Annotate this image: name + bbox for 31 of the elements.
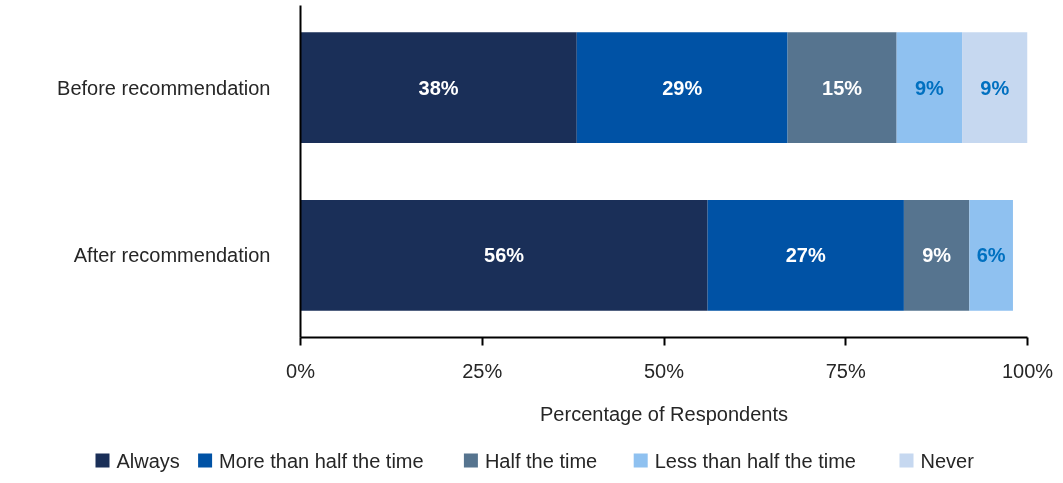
data-label: 29%	[662, 76, 703, 99]
data-label: 27%	[785, 244, 826, 267]
legend-label: Never	[920, 449, 975, 472]
x-tick-label: 75%	[825, 359, 866, 382]
x-tick-label: 0%	[286, 359, 316, 382]
bar	[787, 32, 897, 143]
bar	[962, 32, 1028, 143]
y-tick-label: After recommendation	[73, 244, 271, 267]
x-tick-label: 25%	[462, 359, 503, 382]
bar	[576, 32, 788, 143]
bar	[300, 200, 708, 311]
x-tick-label: 100%	[1001, 359, 1054, 382]
data-label: 9%	[914, 76, 945, 99]
data-label: 9%	[922, 244, 952, 267]
legend-label: More than half the time	[219, 449, 424, 472]
bar	[969, 200, 1013, 311]
bar	[903, 200, 970, 311]
legend-label: Less than half the time	[654, 449, 856, 472]
bar	[896, 32, 963, 143]
x-tick-label: 50%	[643, 359, 685, 382]
data-label: 6%	[976, 244, 1006, 267]
x-axis-title: Percentage of Respondents	[540, 402, 788, 425]
bar	[707, 200, 904, 311]
data-label: 15%	[822, 76, 863, 99]
data-label: 9%	[980, 76, 1010, 99]
y-tick-label: Before recommendation	[57, 76, 271, 99]
legend-label: Half the time	[484, 449, 598, 472]
data-label: 38%	[418, 76, 459, 99]
data-label: 56%	[484, 244, 525, 267]
legend-label: Always	[116, 449, 180, 472]
bar	[300, 32, 577, 143]
